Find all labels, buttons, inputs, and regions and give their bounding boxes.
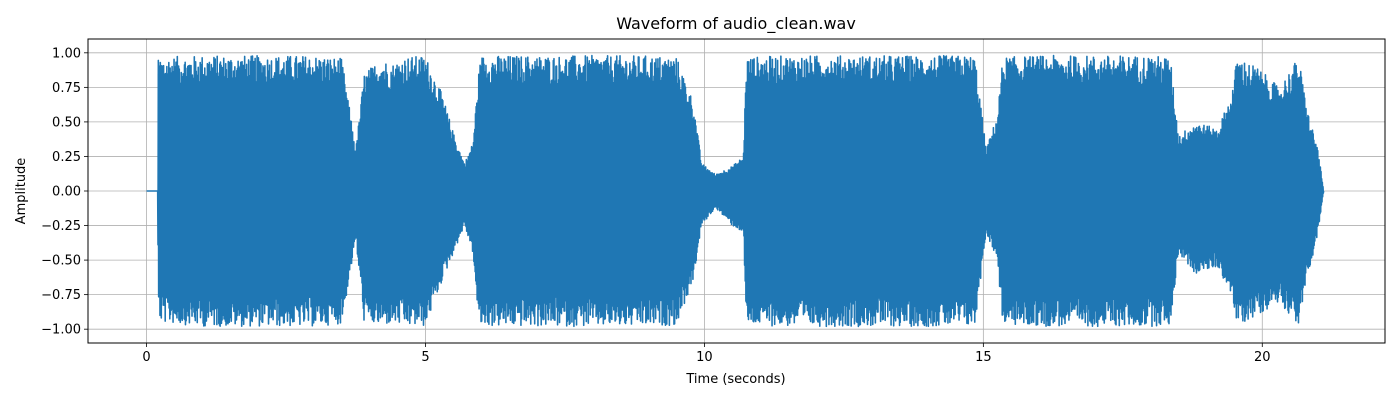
x-tick-label: 0 — [142, 350, 150, 365]
x-axis-ticks: 0 5 10 15 20 — [142, 343, 1271, 365]
y-tick-label: −0.75 — [41, 288, 81, 303]
x-tick-label: 20 — [1254, 350, 1271, 365]
waveform-line — [146, 54, 1325, 328]
y-tick-label: −0.25 — [41, 219, 81, 234]
y-axis-label: Amplitude — [14, 158, 29, 225]
x-tick-label: 10 — [696, 350, 713, 365]
y-tick-label: 1.00 — [52, 46, 81, 61]
y-tick-label: −1.00 — [41, 323, 81, 338]
waveform-series — [146, 54, 1325, 328]
y-tick-label: 0.50 — [52, 115, 81, 130]
x-tick-label: 5 — [421, 350, 429, 365]
y-tick-label: 0.00 — [52, 185, 81, 200]
y-axis-ticks: −1.00 −0.75 −0.50 −0.25 0.00 0.25 0.50 0.75 1.00 — [41, 46, 88, 338]
y-tick-label: −0.50 — [41, 254, 81, 269]
x-tick-label: 15 — [975, 350, 992, 365]
y-tick-label: 0.75 — [52, 81, 81, 96]
y-tick-label: 0.25 — [52, 150, 81, 165]
x-axis-label: Time (seconds) — [685, 372, 785, 387]
chart-title: Waveform of audio_clean.wav — [616, 14, 856, 34]
